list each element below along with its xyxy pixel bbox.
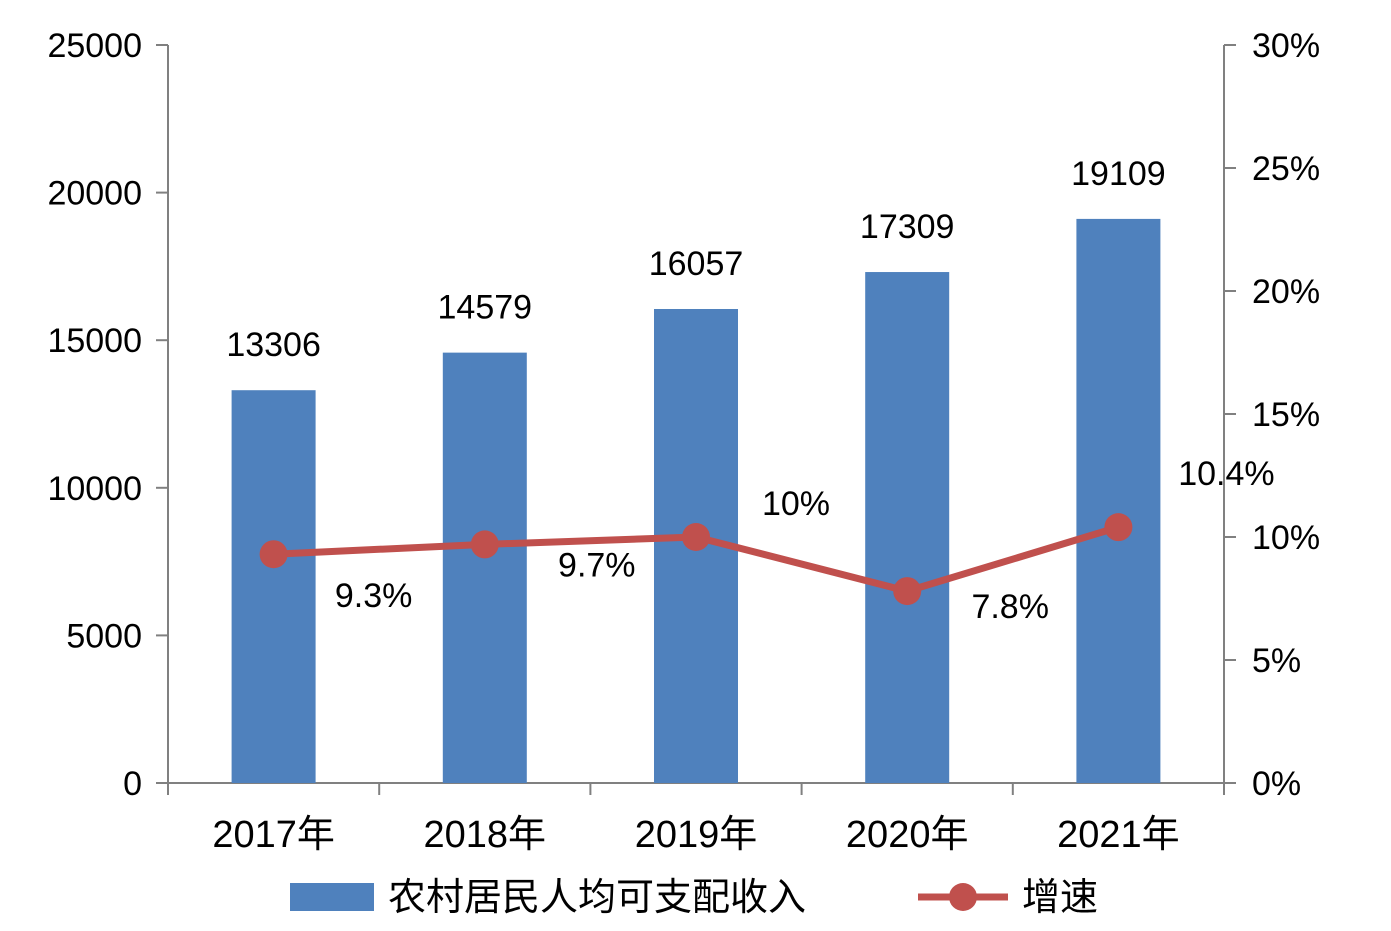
growth-point [1104, 513, 1133, 542]
x-tick-label: 2020年 [846, 814, 969, 856]
x-tick-label: 2019年 [635, 814, 758, 856]
bar [231, 390, 316, 783]
bar-data-label: 13306 [226, 326, 321, 364]
growth-data-label: 7.8% [971, 588, 1049, 626]
right-y-tick-label: 20% [1252, 273, 1320, 311]
growth-point [470, 530, 499, 559]
right-y-tick-label: 15% [1252, 396, 1320, 434]
left-y-tick-label: 25000 [47, 27, 142, 65]
legend-line-label: 增速 [1022, 877, 1098, 919]
growth-data-label: 10% [762, 485, 830, 523]
right-y-tick-label: 25% [1252, 150, 1320, 188]
growth-point [682, 523, 710, 551]
left-y-tick-label: 5000 [66, 617, 142, 655]
bar-data-label: 14579 [438, 289, 533, 327]
right-y-tick-label: 30% [1252, 27, 1320, 65]
right-y-tick-label: 5% [1252, 642, 1301, 680]
x-tick-label: 2021年 [1057, 814, 1180, 856]
growth-point [259, 540, 288, 569]
left-y-tick-label: 10000 [47, 470, 142, 508]
legend-bar-label: 农村居民人均可支配收入 [388, 877, 806, 919]
legend-bar-swatch [290, 883, 374, 911]
bar-data-label: 19109 [1071, 155, 1166, 193]
bar [442, 352, 527, 783]
left-y-tick-label: 20000 [47, 175, 142, 213]
growth-point [893, 577, 922, 606]
bar-data-label: 17309 [860, 208, 955, 246]
legend-line-marker [949, 883, 977, 911]
growth-data-label: 9.3% [335, 577, 413, 615]
x-tick-label: 2018年 [424, 814, 547, 856]
x-tick-label: 2017年 [212, 814, 335, 856]
right-y-tick-label: 0% [1252, 765, 1301, 803]
left-y-tick-label: 0 [123, 765, 142, 803]
right-y-tick-label: 10% [1252, 519, 1320, 557]
left-y-tick-label: 15000 [47, 322, 142, 360]
growth-data-label: 10.4% [1178, 455, 1274, 493]
bar-data-label: 16057 [649, 245, 744, 283]
bar [865, 272, 950, 783]
bar [1076, 218, 1161, 783]
growth-data-label: 9.7% [558, 546, 636, 584]
